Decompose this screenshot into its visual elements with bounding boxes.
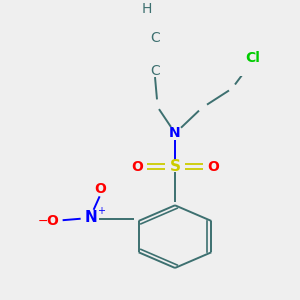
Text: O: O	[47, 214, 58, 228]
Text: +: +	[97, 206, 105, 216]
Text: H: H	[142, 2, 152, 16]
Text: S: S	[169, 159, 181, 174]
Text: N: N	[169, 126, 181, 140]
Text: N: N	[84, 210, 97, 225]
Text: O: O	[207, 160, 219, 173]
Text: C: C	[150, 64, 160, 78]
Text: C: C	[150, 31, 160, 44]
Text: −: −	[38, 215, 48, 228]
Text: O: O	[95, 182, 106, 196]
Text: O: O	[131, 160, 143, 173]
Text: Cl: Cl	[246, 51, 260, 65]
